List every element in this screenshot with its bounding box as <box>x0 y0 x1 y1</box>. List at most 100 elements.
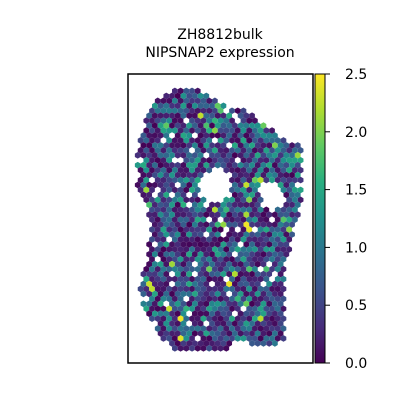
spot <box>280 186 287 194</box>
spot <box>180 92 187 100</box>
spot <box>223 285 230 293</box>
spot <box>237 142 244 149</box>
spot <box>203 280 210 288</box>
spot <box>209 112 215 119</box>
spot <box>177 275 184 283</box>
spot <box>263 295 270 303</box>
spot <box>186 251 193 258</box>
spot <box>183 127 190 134</box>
spot <box>232 290 238 298</box>
spot <box>229 295 235 303</box>
spot <box>172 147 178 154</box>
spot <box>286 196 293 204</box>
spot <box>232 161 238 169</box>
spot <box>277 221 284 228</box>
spot <box>243 290 250 298</box>
spot <box>283 171 290 179</box>
spot <box>252 196 258 204</box>
spot <box>183 255 190 263</box>
spot <box>292 156 298 164</box>
spot <box>283 221 290 228</box>
spot <box>140 152 147 159</box>
spot <box>169 122 175 129</box>
spot <box>212 216 218 223</box>
spot <box>266 280 273 288</box>
spot <box>174 241 181 248</box>
spot <box>229 305 235 313</box>
spot <box>200 305 207 313</box>
spot <box>232 260 238 268</box>
spot <box>189 166 195 174</box>
spot <box>286 147 293 154</box>
spot <box>240 295 247 303</box>
spot <box>172 236 178 243</box>
spot <box>146 201 153 209</box>
spot <box>212 265 218 273</box>
spot <box>160 107 167 115</box>
spot <box>257 236 264 243</box>
colorbar: 0.0 0.5 1.0 1.5 2.0 2.5 <box>314 67 367 372</box>
spot <box>277 300 284 308</box>
spot <box>214 270 221 278</box>
spot <box>163 310 170 317</box>
spot <box>243 201 250 209</box>
spot <box>166 305 173 313</box>
spot <box>232 181 238 189</box>
spot <box>197 201 204 209</box>
spot <box>266 132 273 139</box>
spot <box>180 330 187 337</box>
spot <box>243 320 250 327</box>
spot <box>146 260 153 268</box>
spot <box>286 226 293 233</box>
spot <box>254 171 261 179</box>
spot <box>189 305 195 313</box>
spot <box>143 137 150 144</box>
spot <box>180 340 187 347</box>
spot <box>200 107 207 115</box>
spot <box>200 117 207 124</box>
spot <box>152 171 158 179</box>
spot <box>154 156 161 164</box>
spot <box>189 325 195 332</box>
spot <box>209 122 215 129</box>
spot <box>197 152 204 159</box>
spot <box>166 147 173 154</box>
spot <box>157 251 164 258</box>
spot <box>254 270 261 278</box>
spot <box>232 152 238 159</box>
spot <box>269 226 275 233</box>
spot <box>252 255 258 263</box>
spot <box>183 275 190 283</box>
spot <box>214 142 221 149</box>
spot <box>209 201 215 209</box>
spot <box>209 152 215 159</box>
spot <box>266 221 273 228</box>
spot <box>192 300 198 308</box>
spot <box>186 260 193 268</box>
spot <box>274 275 281 283</box>
spot <box>240 285 247 293</box>
spot <box>209 132 215 139</box>
spot <box>254 310 261 317</box>
spot <box>203 142 210 149</box>
spot <box>172 275 178 283</box>
spot <box>272 132 278 139</box>
spot <box>226 201 233 209</box>
spot <box>260 340 267 347</box>
spot <box>249 320 255 327</box>
spot <box>172 186 178 194</box>
spot <box>183 315 190 322</box>
spot <box>217 236 224 243</box>
spot <box>203 122 210 129</box>
spot <box>229 166 235 174</box>
spot <box>234 206 241 214</box>
spot <box>229 275 235 283</box>
spot <box>214 221 221 228</box>
spot <box>226 221 233 228</box>
spot <box>157 181 164 189</box>
spot <box>203 112 210 119</box>
spot <box>217 147 224 154</box>
spot <box>152 201 158 209</box>
spot <box>183 246 190 253</box>
spot <box>183 97 190 105</box>
